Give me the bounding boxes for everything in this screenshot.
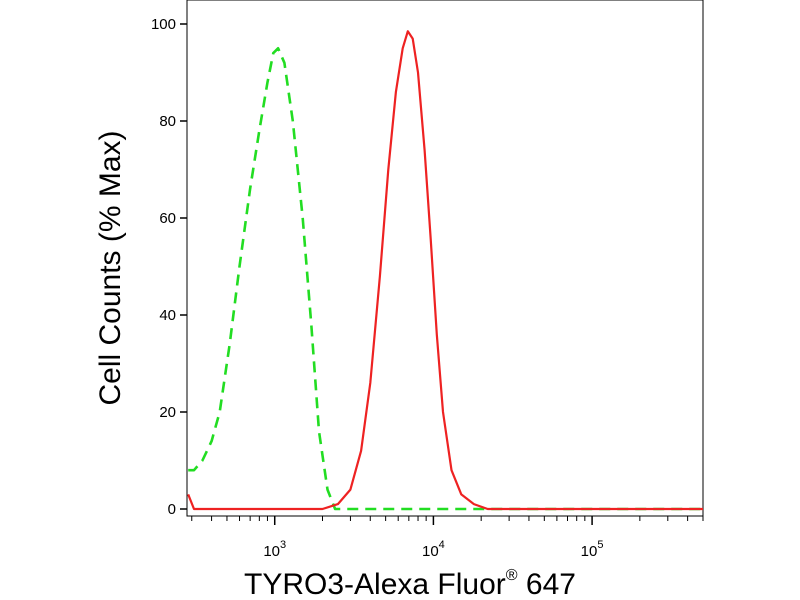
x-tick-label-exponent: 5 [597,539,603,551]
y-tick-label: 20 [159,404,176,421]
y-tick-label: 80 [159,113,176,130]
y-axis-title: Cell Counts (% Max) [94,130,127,405]
x-tick-label-base: 10 [581,543,598,560]
series-layer [187,30,703,511]
y-tick-label: 60 [159,210,176,227]
x-axis-title-main: TYRO3-Alexa Fluor [244,568,506,600]
tyro3-histogram-line [187,30,703,511]
y-axis: 0 20 40 60 80 100 [151,16,187,518]
y-tick-label: 0 [168,501,176,518]
x-axis: 103 104 105 [191,516,704,560]
x-tick-label-base: 10 [422,543,439,560]
x-tick-label: 105 [581,539,604,560]
x-tick-label-base: 10 [263,543,280,560]
plot-border [186,0,704,517]
x-axis-title-registered: ® [506,567,518,584]
x-tick-label-exponent: 3 [280,539,286,551]
plot-frame [186,0,704,517]
x-tick-label: 103 [263,539,286,560]
x-tick-label: 104 [422,539,445,560]
y-tick-label: 100 [151,16,176,33]
x-tick-label-exponent: 4 [439,539,445,551]
x-axis-title-suffix: 647 [518,568,576,600]
control-histogram-line [188,47,703,511]
y-tick-label: 40 [159,307,176,324]
x-axis-title: TYRO3-Alexa Fluor® 647 [244,567,576,600]
